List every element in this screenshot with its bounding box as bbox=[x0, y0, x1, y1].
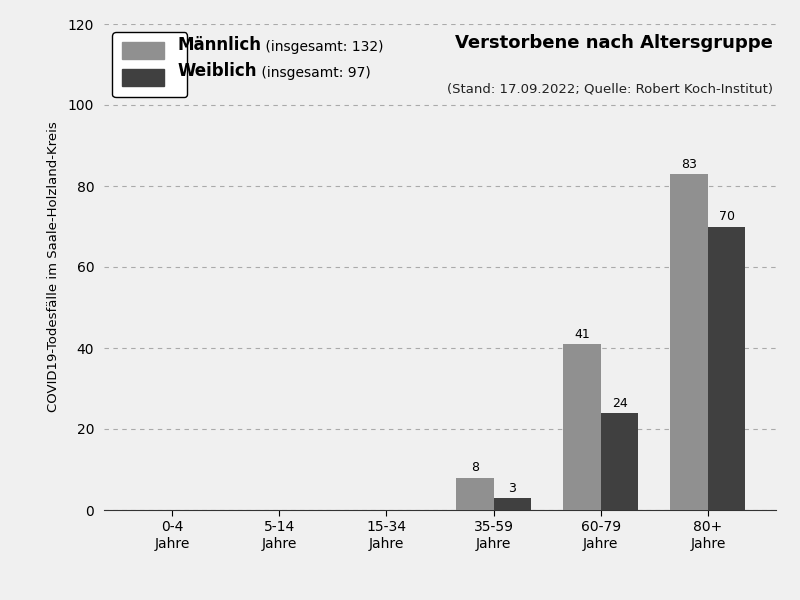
Text: 70: 70 bbox=[718, 210, 734, 223]
Bar bbox=[563, 344, 601, 510]
Bar bbox=[456, 478, 494, 510]
Text: 83: 83 bbox=[682, 158, 697, 170]
Text: (insgesamt: 97): (insgesamt: 97) bbox=[257, 66, 370, 80]
Text: 3: 3 bbox=[509, 482, 516, 494]
Bar bbox=[670, 174, 708, 510]
Bar bbox=[601, 413, 638, 510]
Legend: , : , bbox=[112, 32, 187, 97]
Bar bbox=[494, 498, 531, 510]
Y-axis label: COVID19-Todesfälle im Saale-Holzland-Kreis: COVID19-Todesfälle im Saale-Holzland-Kre… bbox=[46, 122, 59, 412]
Text: Verstorbene nach Altersgruppe: Verstorbene nach Altersgruppe bbox=[454, 34, 773, 52]
Text: Weiblich: Weiblich bbox=[178, 62, 257, 80]
Text: 8: 8 bbox=[471, 461, 479, 475]
Text: (insgesamt: 132): (insgesamt: 132) bbox=[262, 40, 384, 53]
Text: 41: 41 bbox=[574, 328, 590, 341]
Text: 24: 24 bbox=[612, 397, 627, 410]
Text: Männlich: Männlich bbox=[178, 35, 262, 53]
Text: (Stand: 17.09.2022; Quelle: Robert Koch-Institut): (Stand: 17.09.2022; Quelle: Robert Koch-… bbox=[446, 82, 773, 95]
Bar bbox=[708, 226, 746, 510]
